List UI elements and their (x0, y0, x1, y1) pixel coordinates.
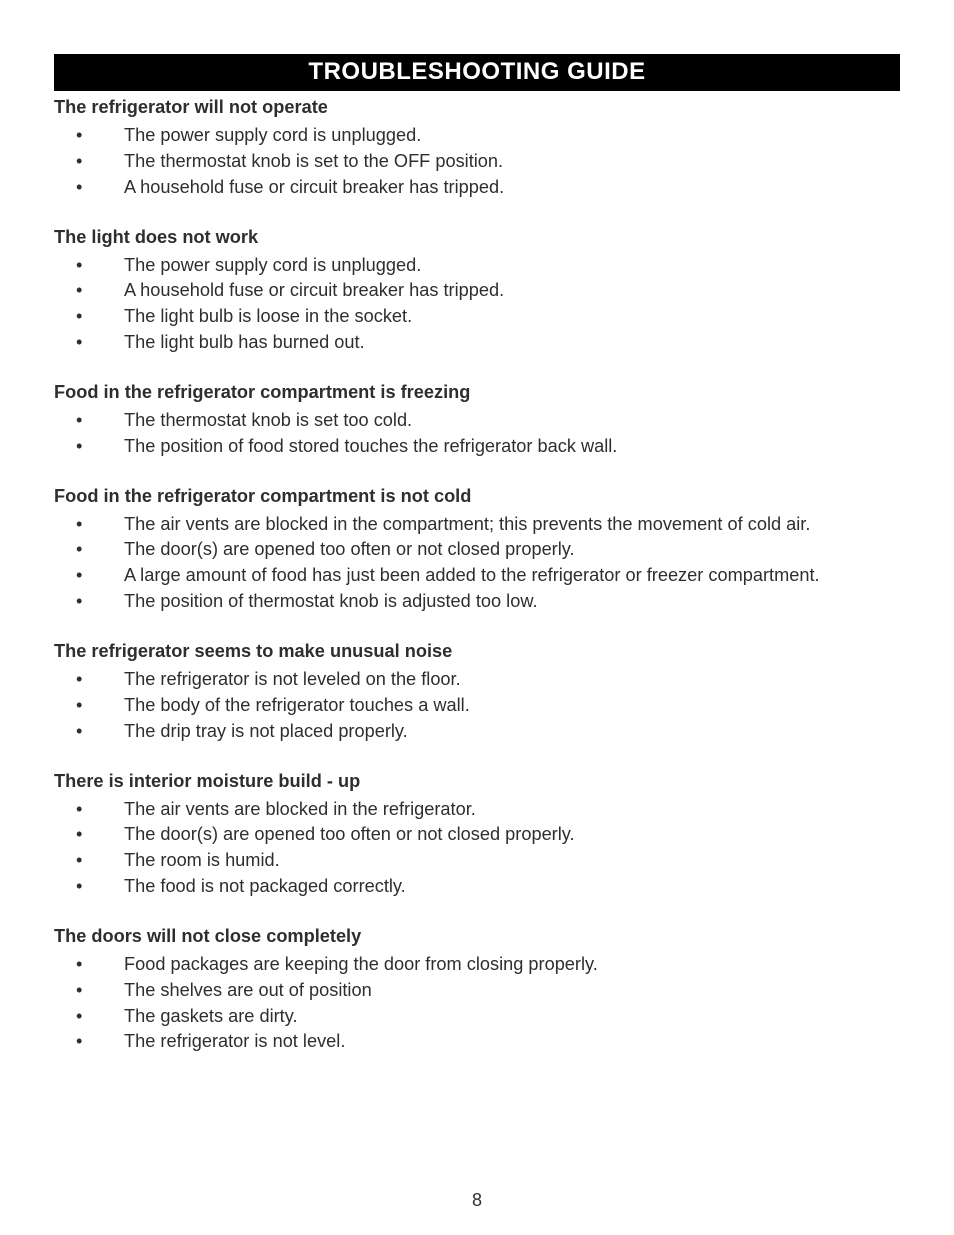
section-heading: The doors will not close completely (54, 926, 900, 947)
troubleshoot-section: The refrigerator will not operate The pow… (54, 97, 900, 201)
troubleshoot-section: Food in the refrigerator compartment is … (54, 486, 900, 615)
section-item: A household fuse or circuit breaker has … (54, 278, 900, 304)
section-heading: There is interior moisture build - up (54, 771, 900, 792)
sections-container: The refrigerator will not operate The pow… (54, 97, 900, 1055)
section-item: A large amount of food has just been add… (54, 563, 900, 589)
section-item: Food packages are keeping the door from … (54, 952, 900, 978)
section-heading: Food in the refrigerator compartment is … (54, 382, 900, 403)
troubleshoot-section: There is interior moisture build - up The… (54, 771, 900, 900)
section-item: The power supply cord is unplugged. (54, 123, 900, 149)
section-item: The door(s) are opened too often or not … (54, 822, 900, 848)
section-heading: The refrigerator seems to make unusual n… (54, 641, 900, 662)
section-item: The air vents are blocked in the compart… (54, 512, 900, 538)
section-item: The light bulb is loose in the socket. (54, 304, 900, 330)
section-item: The body of the refrigerator touches a w… (54, 693, 900, 719)
section-banner: TROUBLESHOOTING GUIDE (54, 54, 900, 91)
section-item: The thermostat knob is set to the OFF po… (54, 149, 900, 175)
troubleshoot-section: The light does not work The power supply … (54, 227, 900, 356)
section-item-list: The air vents are blocked in the refrige… (54, 797, 900, 900)
section-item: The air vents are blocked in the refrige… (54, 797, 900, 823)
section-item: The door(s) are opened too often or not … (54, 537, 900, 563)
section-item: The shelves are out of position (54, 978, 900, 1004)
section-item: The room is humid. (54, 848, 900, 874)
section-item-list: The power supply cord is unplugged.The t… (54, 123, 900, 201)
section-item: The position of food stored touches the … (54, 434, 900, 460)
section-item: The food is not packaged correctly. (54, 874, 900, 900)
page-number: 8 (0, 1190, 954, 1211)
section-item: The light bulb has burned out. (54, 330, 900, 356)
section-heading: The light does not work (54, 227, 900, 248)
section-item: The drip tray is not placed properly. (54, 719, 900, 745)
section-item-list: Food packages are keeping the door from … (54, 952, 900, 1055)
section-item: The refrigerator is not level. (54, 1029, 900, 1055)
section-heading: The refrigerator will not operate (54, 97, 900, 118)
troubleshoot-section: Food in the refrigerator compartment is … (54, 382, 900, 460)
section-item: The power supply cord is unplugged. (54, 253, 900, 279)
troubleshoot-section: The refrigerator seems to make unusual n… (54, 641, 900, 745)
section-item-list: The thermostat knob is set too cold.The … (54, 408, 900, 460)
section-item: The gaskets are dirty. (54, 1004, 900, 1030)
section-heading: Food in the refrigerator compartment is … (54, 486, 900, 507)
document-page: TROUBLESHOOTING GUIDE The refrigerator w… (0, 0, 954, 1055)
section-item-list: The power supply cord is unplugged.A hou… (54, 253, 900, 356)
section-item-list: The refrigerator is not leveled on the f… (54, 667, 900, 745)
section-item: The thermostat knob is set too cold. (54, 408, 900, 434)
section-item-list: The air vents are blocked in the compart… (54, 512, 900, 615)
section-item: A household fuse or circuit breaker has … (54, 175, 900, 201)
section-item: The refrigerator is not leveled on the f… (54, 667, 900, 693)
section-item: The position of thermostat knob is adjus… (54, 589, 900, 615)
troubleshoot-section: The doors will not close completely Food … (54, 926, 900, 1055)
